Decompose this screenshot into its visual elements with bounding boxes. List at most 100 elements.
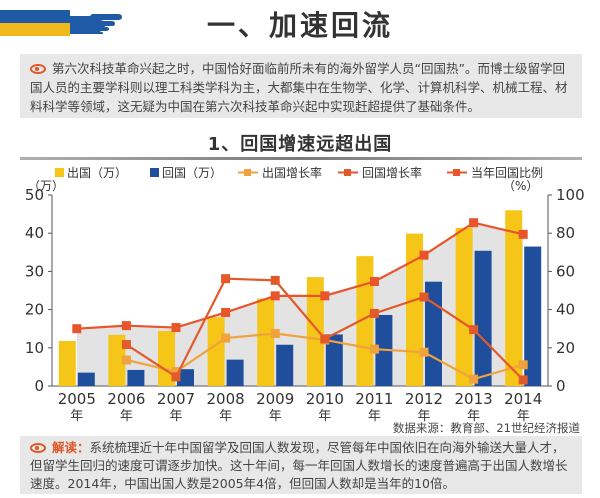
y-right-unit: （%） bbox=[503, 179, 538, 193]
intro-box: 第六次科技革命兴起之时，中国恰好面临前所未有的海外留学人员“回国热”。而博士级留… bbox=[20, 54, 582, 118]
x-tick-label-suffix: 年 bbox=[120, 409, 133, 422]
x-tick-label-suffix: 年 bbox=[219, 409, 232, 422]
legend-marker bbox=[344, 169, 351, 176]
point-3 bbox=[369, 308, 379, 318]
point-3 bbox=[121, 340, 131, 350]
point-3 bbox=[469, 325, 479, 335]
y-left-tick-label: 10 bbox=[25, 339, 44, 357]
x-tick-label: 2007 bbox=[157, 390, 195, 408]
point-4 bbox=[320, 291, 330, 301]
x-tick-label-suffix: 年 bbox=[517, 409, 530, 422]
bar-outbound bbox=[108, 334, 126, 386]
y-right-tick-label: 40 bbox=[556, 301, 575, 319]
point-4 bbox=[121, 321, 131, 331]
legend-label: 回国增长率 bbox=[362, 165, 422, 180]
data-source: 数据来源：教育部、21世纪经济报道 bbox=[392, 421, 580, 435]
point-4 bbox=[270, 291, 280, 301]
point-3 bbox=[320, 334, 330, 344]
bar-returned bbox=[77, 372, 95, 386]
x-tick-label-suffix: 年 bbox=[70, 409, 83, 422]
legend-label: 当年回国比例 bbox=[471, 166, 543, 180]
bar-outbound bbox=[207, 317, 225, 386]
flag-decoration bbox=[0, 10, 70, 36]
bar-outbound bbox=[257, 298, 275, 386]
bar-outbound bbox=[306, 277, 324, 386]
x-tick-label-suffix: 年 bbox=[269, 409, 282, 422]
point-3 bbox=[270, 275, 280, 285]
y-left-tick-label: 20 bbox=[25, 301, 44, 319]
x-tick-label: 2012 bbox=[405, 390, 443, 408]
x-tick-label: 2006 bbox=[107, 390, 145, 408]
point-2 bbox=[469, 374, 479, 384]
y-left-tick-label: 50 bbox=[25, 186, 44, 204]
point-3 bbox=[518, 375, 528, 385]
eye-icon bbox=[30, 443, 46, 453]
eye-icon bbox=[30, 64, 46, 74]
x-tick-label: 2014 bbox=[504, 390, 542, 408]
point-4 bbox=[469, 218, 479, 228]
x-tick-label-suffix: 年 bbox=[417, 409, 430, 422]
legend-swatch bbox=[55, 168, 64, 177]
y-left-tick-label: 30 bbox=[25, 262, 44, 280]
bar-returned bbox=[276, 344, 294, 386]
point-3 bbox=[171, 372, 181, 382]
x-tick-label-suffix: 年 bbox=[467, 409, 480, 422]
y-left-unit: （万） bbox=[28, 179, 64, 193]
legend-label: 出国增长率 bbox=[262, 165, 322, 180]
bar-outbound bbox=[406, 233, 423, 386]
point-2 bbox=[518, 360, 528, 370]
x-tick-label: 2010 bbox=[306, 390, 344, 408]
x-tick-label-suffix: 年 bbox=[368, 409, 381, 422]
bar-returned bbox=[177, 369, 194, 386]
y-right-tick-label: 80 bbox=[556, 224, 575, 242]
point-3 bbox=[221, 274, 231, 284]
bar-outbound bbox=[455, 227, 473, 386]
point-4 bbox=[221, 307, 231, 317]
line-4 bbox=[76, 221, 524, 330]
point-4 bbox=[171, 323, 181, 333]
header: 一、加速回流 bbox=[0, 0, 600, 46]
section-title: 1、回国增速远超出国 bbox=[207, 134, 393, 155]
legend-marker bbox=[244, 169, 251, 176]
x-tick-label: 2005 bbox=[58, 390, 96, 408]
chart: 出国（万） 回国（万） 出国增长率 回国增长率 当年回国比例 （万） （%） 0 10 20 30 4… bbox=[25, 165, 585, 422]
pointing-hand-icon bbox=[70, 14, 122, 34]
y-right-tick-label: 60 bbox=[556, 262, 575, 280]
note-box: 解读：系统梳理近十年中国留学及回国人数发现，尽管每年中国依旧在向海外输送大量人才… bbox=[20, 436, 582, 494]
bar-outbound bbox=[505, 210, 523, 386]
x-tick-label: 2013 bbox=[455, 390, 493, 408]
point-2 bbox=[171, 367, 181, 377]
bar-returned bbox=[226, 359, 244, 386]
note-label: 解读： bbox=[52, 440, 90, 455]
legend-label: 回国（万） bbox=[162, 166, 222, 180]
bar-outbound bbox=[356, 256, 374, 386]
point-2 bbox=[419, 347, 429, 357]
y-right-tick-label: 20 bbox=[556, 339, 575, 357]
point-3 bbox=[419, 292, 429, 302]
note-text: 系统梳理近十年中国留学及回国人数发现，尽管每年中国依旧在向海外输送大量人才，但留… bbox=[30, 440, 568, 491]
point-4 bbox=[419, 250, 429, 260]
y-left-tick-label: 0 bbox=[34, 377, 44, 395]
y-left-tick-label: 40 bbox=[25, 224, 44, 242]
bar-returned bbox=[127, 369, 145, 386]
point-2 bbox=[369, 344, 379, 354]
point-2 bbox=[221, 333, 231, 343]
page-title: 一、加速回流 bbox=[206, 9, 393, 42]
x-tick-label-suffix: 年 bbox=[318, 409, 331, 422]
bar-returned bbox=[474, 250, 492, 386]
bar-returned bbox=[325, 334, 343, 386]
x-tick-label: 2009 bbox=[256, 390, 294, 408]
y-right-tick-label: 100 bbox=[556, 186, 585, 204]
x-tick-label-suffix: 年 bbox=[169, 409, 182, 422]
section-divider bbox=[20, 157, 582, 160]
point-2 bbox=[121, 355, 131, 365]
legend-swatch bbox=[150, 168, 159, 177]
legend-marker bbox=[453, 169, 460, 176]
point-4 bbox=[369, 277, 379, 287]
point-4 bbox=[518, 229, 528, 239]
y-right-tick-label: 0 bbox=[556, 377, 566, 395]
x-tick-label: 2011 bbox=[355, 390, 393, 408]
point-2 bbox=[270, 328, 280, 338]
bar-outbound bbox=[58, 340, 76, 386]
bar-returned bbox=[524, 246, 542, 386]
